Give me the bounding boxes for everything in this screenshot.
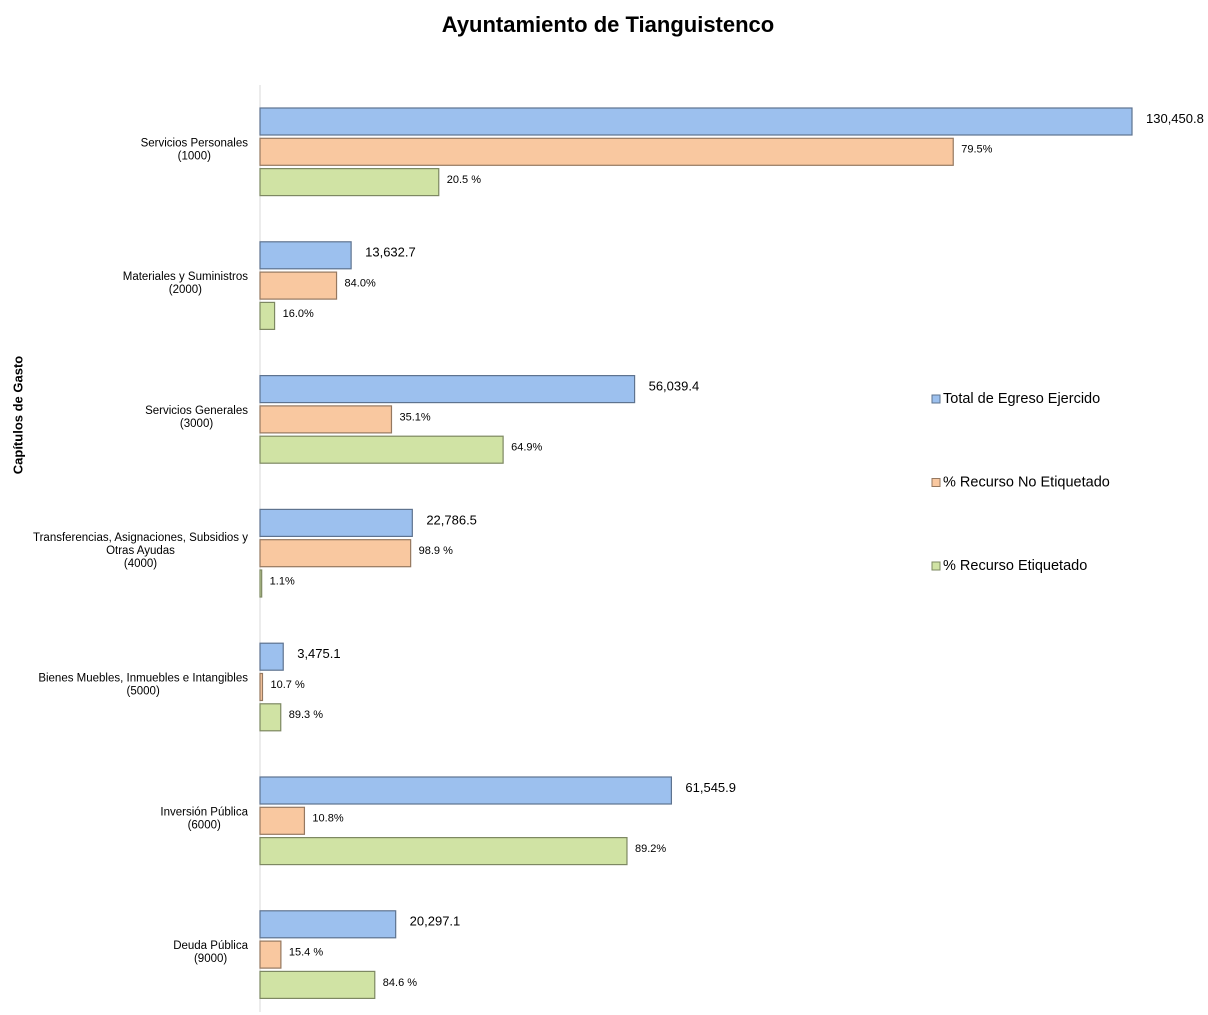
data-label: 13,632.7 bbox=[365, 245, 416, 260]
y-tick-label: (6000) bbox=[188, 819, 221, 831]
data-label: 16.0% bbox=[283, 308, 314, 320]
data-label: 20,297.1 bbox=[410, 914, 461, 929]
y-tick-label: (4000) bbox=[124, 558, 157, 570]
legend-swatch bbox=[931, 394, 941, 404]
data-label: 89.3 % bbox=[289, 709, 323, 721]
y-tick-label: Inversión Pública bbox=[160, 806, 248, 818]
category-label: Servicios Generales(3000) bbox=[145, 405, 248, 430]
data-label: 84.6 % bbox=[383, 977, 417, 989]
y-tick-label: Otras Ayudas bbox=[106, 545, 175, 557]
category-label: Transferencias, Asignaciones, Subsidios … bbox=[33, 532, 248, 570]
bar bbox=[259, 703, 282, 732]
bar bbox=[259, 806, 306, 835]
data-label: 98.9 % bbox=[419, 545, 453, 557]
category-label: Deuda Pública(9000) bbox=[173, 940, 248, 965]
data-label: 61,545.9 bbox=[685, 780, 736, 795]
legend-swatch bbox=[931, 478, 941, 487]
bar bbox=[259, 672, 264, 702]
data-label: 10.8% bbox=[312, 813, 343, 825]
bar bbox=[259, 301, 276, 330]
legend-label: Total de Egreso Ejercido bbox=[943, 391, 1100, 407]
bar bbox=[259, 168, 440, 197]
category-label: Servicios Personales(1000) bbox=[141, 137, 249, 162]
bar bbox=[259, 569, 263, 598]
y-tick-label: Materiales y Suministros bbox=[123, 271, 249, 283]
data-label: 130,450.8 bbox=[1146, 111, 1204, 126]
data-label: 79.5% bbox=[961, 144, 992, 156]
bar bbox=[259, 241, 352, 270]
y-tick-label: (5000) bbox=[127, 686, 160, 698]
data-label: 22,786.5 bbox=[426, 512, 477, 527]
category-label: Bienes Muebles, Inmuebles e Intangibles(… bbox=[38, 673, 248, 698]
data-label: 89.2% bbox=[635, 843, 666, 855]
data-label: 1.1% bbox=[270, 575, 295, 587]
bar bbox=[259, 405, 393, 434]
category-label: Materiales y Suministros(2000) bbox=[123, 271, 249, 296]
legend-label: % Recurso Etiquetado bbox=[943, 558, 1087, 574]
y-tick-label: (3000) bbox=[180, 418, 213, 430]
bar bbox=[259, 970, 376, 1000]
y-axis-label: Capítulos de Gasto bbox=[10, 356, 25, 475]
bar bbox=[259, 508, 413, 537]
chart-title: Ayuntamiento de Tianguistenco bbox=[442, 12, 774, 37]
y-tick-label: Deuda Pública bbox=[173, 940, 248, 952]
bar bbox=[259, 375, 636, 404]
bar bbox=[259, 910, 397, 939]
bar bbox=[259, 107, 1133, 136]
y-tick-label: (1000) bbox=[178, 150, 211, 162]
data-label: 15.4 % bbox=[289, 947, 323, 959]
bar bbox=[259, 776, 673, 805]
y-tick-label: Servicios Generales bbox=[145, 405, 248, 417]
legend-label: % Recurso No Etiquetado bbox=[943, 474, 1110, 490]
bar bbox=[259, 435, 504, 464]
bar bbox=[259, 642, 284, 671]
y-tick-label: (2000) bbox=[169, 284, 202, 296]
y-tick-label: Bienes Muebles, Inmuebles e Intangibles bbox=[38, 673, 248, 685]
data-label: 35.1% bbox=[399, 411, 430, 423]
data-label: 84.0% bbox=[345, 278, 376, 290]
data-label: 3,475.1 bbox=[297, 646, 340, 661]
bar bbox=[259, 539, 412, 568]
bar bbox=[259, 137, 954, 166]
y-tick-label: Servicios Personales bbox=[141, 137, 249, 149]
bar bbox=[259, 836, 628, 866]
y-tick-label: Transferencias, Asignaciones, Subsidios … bbox=[33, 532, 248, 544]
y-tick-label: (9000) bbox=[194, 953, 227, 965]
category-label: Inversión Pública(6000) bbox=[160, 806, 248, 831]
data-label: 20.5 % bbox=[447, 174, 481, 186]
bar bbox=[259, 271, 338, 300]
legend-swatch bbox=[931, 561, 941, 571]
data-label: 64.9% bbox=[511, 442, 542, 454]
data-label: 56,039.4 bbox=[649, 379, 700, 394]
data-label: 10.7 % bbox=[270, 679, 304, 691]
bar bbox=[259, 940, 282, 969]
